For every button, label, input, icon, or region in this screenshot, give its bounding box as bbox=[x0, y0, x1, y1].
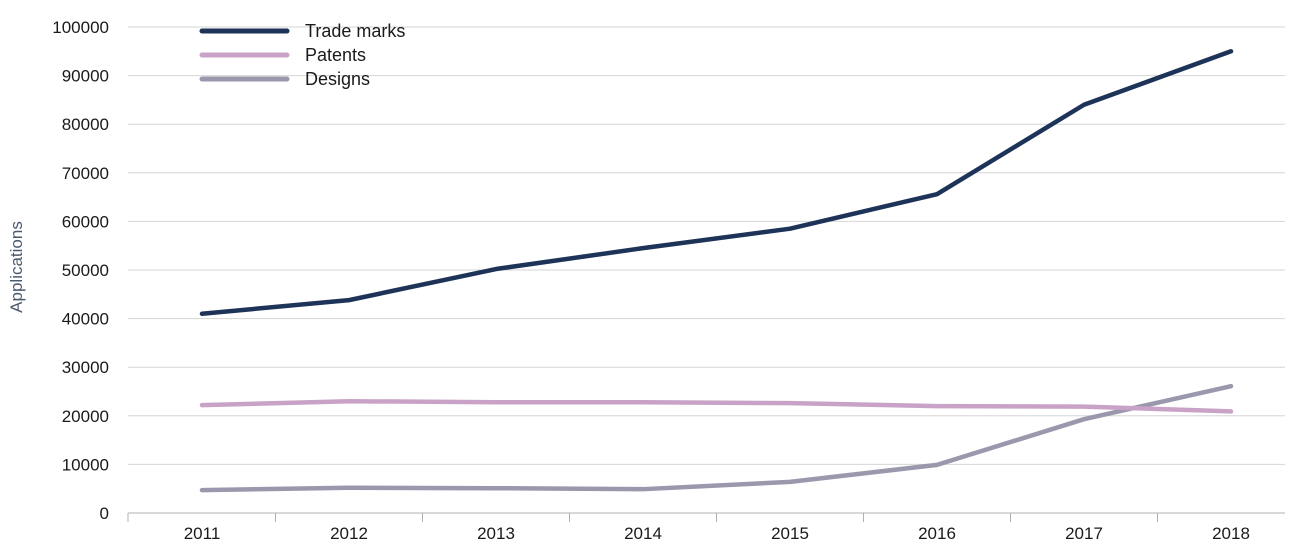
series-line-designs bbox=[199, 383, 1234, 493]
x-tick-label: 2014 bbox=[624, 524, 662, 543]
series-line-trade-marks bbox=[199, 49, 1234, 316]
y-tick-label: 30000 bbox=[62, 358, 109, 377]
legend: Trade marks Patents Designs bbox=[199, 21, 405, 89]
x-tick-label: 2015 bbox=[771, 524, 809, 543]
x-tick-label: 2012 bbox=[330, 524, 368, 543]
y-tick-label: 90000 bbox=[62, 67, 109, 86]
x-tick-label: 2017 bbox=[1065, 524, 1103, 543]
series-line-patents bbox=[199, 398, 1234, 414]
y-axis-title: Applications bbox=[7, 221, 26, 313]
x-tick-label: 2013 bbox=[477, 524, 515, 543]
y-tick-label: 80000 bbox=[62, 115, 109, 134]
x-tick-label: 2018 bbox=[1212, 524, 1250, 543]
y-tick-label: 70000 bbox=[62, 164, 109, 183]
y-tick-label: 20000 bbox=[62, 407, 109, 426]
x-tick-label: 2016 bbox=[918, 524, 956, 543]
x-tick-label: 2011 bbox=[184, 524, 221, 543]
gridlines bbox=[128, 26, 1285, 465]
y-tick-label: 100000 bbox=[52, 18, 109, 37]
y-tick-label: 60000 bbox=[62, 212, 109, 231]
legend-label-trade-marks: Trade marks bbox=[305, 21, 405, 41]
legend-label-designs: Designs bbox=[305, 69, 370, 89]
y-tick-label: 50000 bbox=[62, 261, 109, 280]
y-tick-label: 0 bbox=[100, 504, 109, 523]
axes bbox=[127, 512, 1285, 522]
y-tick-label: 40000 bbox=[62, 310, 109, 329]
legend-label-patents: Patents bbox=[305, 45, 366, 65]
y-tick-label: 10000 bbox=[62, 455, 109, 474]
series-lines bbox=[199, 49, 1234, 493]
x-tick-labels: 2011 2012 2013 2014 2015 2016 2017 2018 bbox=[184, 524, 1250, 543]
y-tick-labels: 0 10000 20000 30000 40000 50000 60000 70000 8000… bbox=[52, 18, 109, 523]
